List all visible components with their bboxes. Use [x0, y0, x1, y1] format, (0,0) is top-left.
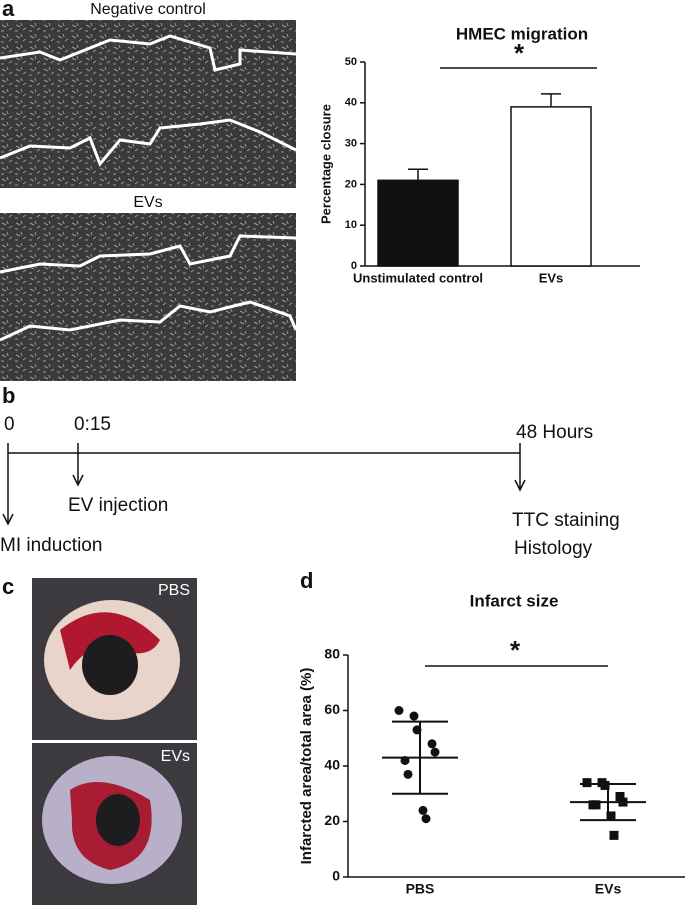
time-label: 0	[4, 414, 15, 435]
x-tick-label: EVs	[595, 881, 622, 897]
y-tick-label: 0	[351, 260, 357, 272]
sd-bar	[392, 720, 448, 795]
event-label: MI induction	[0, 535, 102, 556]
y-axis-label: Infarcted area/total area (%)	[298, 668, 315, 865]
point	[430, 747, 440, 757]
bar	[510, 106, 592, 267]
sd-bar	[580, 783, 636, 822]
arrow-head	[72, 474, 84, 487]
photo-label: EVs	[161, 748, 190, 765]
x-tick-label: Unstimulated control	[353, 270, 483, 285]
point	[427, 739, 437, 749]
time-label: 48 Hours	[516, 422, 593, 443]
error-bar	[408, 168, 428, 181]
time-label: 0:15	[74, 414, 111, 435]
y-tick-label: 50	[345, 56, 357, 68]
micrograph	[0, 20, 296, 188]
y-tick-label: 20	[345, 178, 357, 190]
point	[421, 814, 431, 824]
heart-lumen	[82, 635, 138, 695]
image-caption: Negative control	[90, 1, 206, 18]
x-tick-label: EVs	[539, 270, 564, 285]
panel-label: c	[2, 574, 14, 599]
y-tick-label: 40	[345, 97, 357, 109]
significance-mark: *	[514, 38, 525, 68]
wound-edge	[0, 234, 297, 274]
y-axis-label: Percentage closure	[318, 104, 333, 224]
panel-label: a	[2, 0, 15, 21]
photo-label: PBS	[158, 582, 190, 599]
panel-label: d	[300, 568, 313, 593]
event-label: Histology	[514, 538, 593, 559]
micrograph	[0, 213, 296, 381]
panel-label: b	[2, 383, 15, 408]
point	[403, 769, 413, 779]
chart-title: HMEC migration	[456, 24, 588, 43]
point	[606, 811, 616, 821]
point	[394, 706, 404, 715]
y-tick-label: 40	[324, 757, 340, 773]
y-tick-label: 60	[324, 701, 340, 717]
point	[591, 800, 601, 810]
y-tick-label: 80	[324, 646, 340, 662]
point	[615, 792, 625, 802]
wound-edge	[0, 300, 298, 342]
event-label: EV injection	[68, 495, 168, 516]
significance-mark: *	[510, 635, 521, 665]
wound-edge	[0, 34, 297, 72]
point	[582, 778, 592, 788]
arrow-head	[2, 513, 14, 526]
wound-edge	[0, 118, 297, 167]
arrow-head	[514, 479, 526, 492]
point	[418, 805, 428, 815]
image-caption: EVs	[133, 194, 162, 211]
point	[600, 780, 610, 790]
y-tick-label: 10	[345, 219, 357, 231]
event-label: TTC staining	[512, 510, 620, 531]
point	[409, 711, 419, 721]
y-tick-label: 30	[345, 138, 357, 150]
chart-title: Infarct size	[470, 591, 559, 610]
y-tick-label: 20	[324, 812, 340, 828]
heart-lumen	[96, 794, 140, 846]
point	[609, 830, 619, 840]
y-tick-label: 0	[332, 868, 340, 884]
bar	[377, 179, 459, 267]
error-bar	[541, 93, 561, 107]
x-tick-label: PBS	[406, 881, 435, 897]
